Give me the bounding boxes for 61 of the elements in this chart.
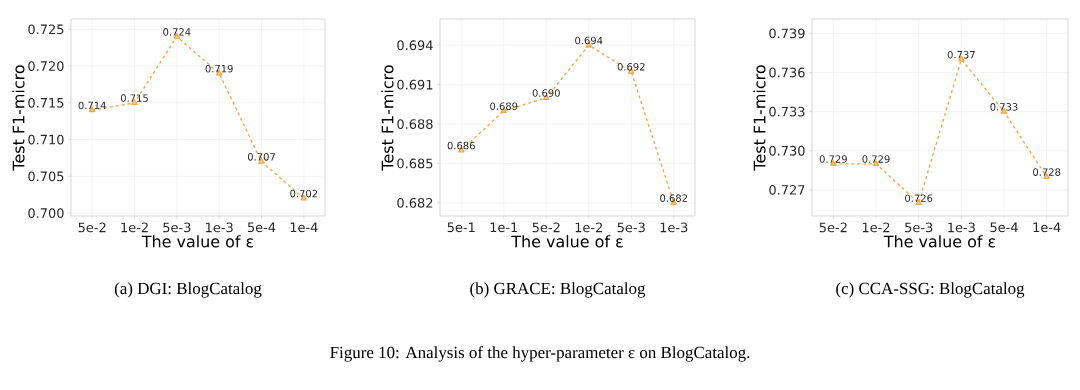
x-tick-label: 5e-1 bbox=[447, 222, 475, 233]
data-label: 0.690 bbox=[532, 89, 560, 97]
data-label: 0.692 bbox=[617, 63, 645, 71]
data-label: 0.733 bbox=[990, 103, 1018, 111]
text: (c) CCA-SSG: BlogCatalog bbox=[836, 282, 1025, 298]
x-tick-label: 1e-1 bbox=[490, 222, 518, 233]
text: (a) DGI: BlogCatalog bbox=[114, 282, 262, 298]
y-tick-label: 0.710 bbox=[28, 134, 64, 145]
data-label: 0.686 bbox=[447, 141, 475, 150]
x-tick-label: 5e-3 bbox=[617, 222, 645, 233]
x-tick-label: 1e-2 bbox=[121, 222, 148, 233]
y-tick-label: 0.700 bbox=[28, 208, 64, 218]
y-tick-label: 0.688 bbox=[397, 119, 433, 129]
x-tick-label: 5e-3 bbox=[905, 222, 933, 233]
data-label: 0.724 bbox=[163, 28, 191, 36]
y-tick-label: 0.682 bbox=[397, 197, 433, 208]
x-tick-label: 5e-4 bbox=[990, 222, 1018, 233]
data-label: 0.728 bbox=[1033, 168, 1061, 176]
data-label: 0.729 bbox=[862, 155, 890, 163]
x-tick-label: 5e-2 bbox=[819, 222, 847, 233]
x-tick-label: 5e-2 bbox=[78, 222, 106, 233]
caption: Figure 10: Analysis of the hyper-parameter ε on BlogCatalog. bbox=[330, 346, 750, 362]
y-tick-label: 0.715 bbox=[28, 97, 64, 108]
data-label: 0.719 bbox=[205, 64, 233, 73]
y-tick-label: 0.739 bbox=[769, 28, 805, 39]
data-label: 0.726 bbox=[905, 194, 933, 202]
y-tick-label: 0.705 bbox=[28, 171, 64, 182]
y-tick-label: 0.736 bbox=[769, 67, 805, 78]
x-tick-label: 5e-4 bbox=[247, 222, 276, 233]
y-tick-label: 0.720 bbox=[28, 61, 64, 71]
y-axis-title: Test F1-micro bbox=[381, 65, 394, 171]
y-tick-label: 0.730 bbox=[769, 145, 805, 156]
data-label: 0.702 bbox=[290, 189, 318, 198]
data-label: 0.707 bbox=[247, 153, 275, 161]
y-tick-label: 0.725 bbox=[28, 24, 64, 35]
x-axis-title: The value of ε bbox=[511, 235, 623, 248]
x-tick-label: 1e-3 bbox=[206, 222, 233, 233]
x-tick-label: 1e-3 bbox=[948, 222, 975, 233]
x-tick-label: 1e-2 bbox=[575, 222, 603, 233]
y-axis-title: Test F1-micro bbox=[753, 65, 766, 171]
data-label: 0.714 bbox=[78, 101, 106, 110]
x-tick-label: 1e-4 bbox=[290, 222, 318, 233]
y-tick-label: 0.691 bbox=[397, 79, 433, 90]
text: (b) GRACE: BlogCatalog bbox=[470, 282, 646, 298]
x-tick-label: 5e-3 bbox=[163, 222, 191, 233]
y-tick-label: 0.733 bbox=[769, 106, 805, 117]
x-tick-label: 1e-2 bbox=[862, 222, 890, 233]
x-axis-title: The value of ε bbox=[141, 235, 254, 248]
data-label: 0.737 bbox=[947, 50, 975, 59]
x-tick-label: 1e-4 bbox=[1033, 222, 1061, 233]
y-axis-title: Test F1-micro bbox=[12, 65, 25, 171]
y-tick-label: 0.694 bbox=[397, 40, 433, 51]
data-label: 0.682 bbox=[660, 194, 688, 202]
data-label: 0.694 bbox=[575, 36, 603, 45]
y-tick-label: 0.685 bbox=[397, 158, 433, 169]
data-label: 0.689 bbox=[490, 102, 518, 110]
x-axis-title: The value of ε bbox=[883, 235, 996, 248]
x-tick-label: 1e-3 bbox=[660, 222, 688, 233]
x-tick-label: 5e-2 bbox=[532, 222, 560, 233]
y-tick-label: 0.727 bbox=[769, 185, 805, 195]
data-label: 0.729 bbox=[819, 155, 847, 163]
